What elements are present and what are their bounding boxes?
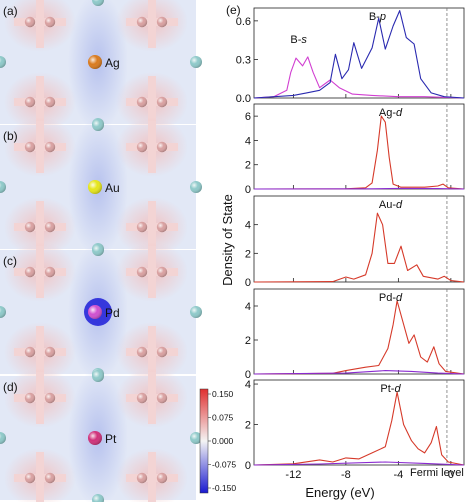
panel-letter: (a) bbox=[3, 4, 18, 18]
y-tick-label: 2 bbox=[245, 248, 251, 260]
label-part: p bbox=[379, 11, 386, 23]
x-tick-label: 0 bbox=[448, 469, 454, 481]
charge-density-maps: Ag (a) Au (b) Pd (c) Pt (d) bbox=[0, 0, 202, 502]
y-tick-label: 0.6 bbox=[236, 16, 251, 28]
map-panel-pd: Pd (c) bbox=[0, 242, 202, 382]
y-tick-label: 4 bbox=[245, 135, 251, 147]
y-tick-label: 0.3 bbox=[236, 54, 251, 66]
y-axis-title: Density of State bbox=[220, 194, 235, 286]
colorbar-tick: -0.075 bbox=[212, 460, 236, 470]
series-line bbox=[253, 391, 465, 466]
label-part: Au- bbox=[379, 199, 396, 211]
dopant-label: Ag bbox=[105, 56, 120, 70]
y-tick-label: 0.0 bbox=[236, 93, 251, 105]
colorbar-tick: 0.075 bbox=[212, 413, 234, 423]
label-part: Pd- bbox=[379, 292, 396, 304]
panel-label: Au-d bbox=[379, 199, 403, 211]
map-panel-ag: Ag (a) bbox=[0, 0, 202, 132]
dopant-label: Pt bbox=[105, 432, 117, 446]
panel-letter: (e) bbox=[226, 3, 241, 17]
label-part: d bbox=[396, 107, 403, 119]
panel-label: Pd-d bbox=[379, 292, 403, 304]
colorbar-gradient bbox=[199, 388, 209, 494]
y-tick-label: 2 bbox=[245, 335, 251, 347]
y-tick-label: 2 bbox=[245, 420, 251, 432]
y-tick-label: 4 bbox=[245, 301, 251, 313]
x-tick-label: -4 bbox=[393, 469, 403, 481]
panel-letter: (c) bbox=[3, 254, 17, 268]
y-tick-label: 0 bbox=[245, 184, 251, 196]
label-part: B- bbox=[290, 34, 301, 46]
dos-panel-5: 0 2 4 Pt-d bbox=[245, 379, 465, 472]
y-tick-label: 0 bbox=[245, 369, 251, 381]
dopant-label: Pd bbox=[105, 306, 120, 320]
series-line bbox=[253, 10, 465, 99]
label-part: d bbox=[394, 383, 401, 395]
panel-label: Ag-d bbox=[379, 107, 403, 119]
colorbar-tick: 0.000 bbox=[212, 436, 234, 446]
y-tick-label: 4 bbox=[245, 379, 251, 391]
x-tick-label: -8 bbox=[341, 469, 351, 481]
map-panel-au: Au (b) bbox=[0, 117, 202, 257]
y-tick-label: 6 bbox=[245, 111, 251, 123]
x-tick-label: -12 bbox=[285, 469, 301, 481]
label-part: Pt- bbox=[380, 383, 394, 395]
series-line bbox=[253, 461, 465, 466]
series-label: B-s bbox=[290, 34, 307, 46]
x-axis-title: Energy (eV) bbox=[305, 485, 374, 500]
colorbar-tick: -0.150 bbox=[212, 483, 236, 493]
dos-panel-1: 0.00.30.6 B-pB-s(e) bbox=[226, 3, 465, 105]
series-line bbox=[253, 56, 465, 99]
dos-panel-3: 0 2 4 Au-d bbox=[245, 195, 465, 289]
y-tick-label: 4 bbox=[245, 220, 251, 232]
panel-label: Pt-d bbox=[380, 383, 401, 395]
colorbar: 0.150 0.075 0.000 -0.075 -0.150 bbox=[199, 388, 236, 494]
dopant-label: Au bbox=[105, 181, 120, 195]
y-tick-label: 0 bbox=[245, 460, 251, 472]
label-part: B- bbox=[369, 11, 380, 23]
series-line bbox=[253, 115, 465, 190]
series-line bbox=[253, 212, 465, 283]
label-part: d bbox=[396, 199, 403, 211]
dos-panel-2: 0 2 4 6 Ag-d bbox=[245, 103, 465, 196]
fermi-label: Fermi level bbox=[410, 467, 464, 479]
dos-panel-4: 0 2 4 Pd-d bbox=[245, 288, 465, 381]
label-part: s bbox=[301, 34, 307, 46]
y-tick-label: 2 bbox=[245, 160, 251, 172]
colorbar-tick: 0.150 bbox=[212, 389, 234, 399]
panel-letter: (d) bbox=[3, 380, 18, 394]
panel-letter: (b) bbox=[3, 129, 18, 143]
label-part: d bbox=[396, 292, 403, 304]
panel-label: B-p bbox=[369, 11, 386, 23]
series-line bbox=[253, 187, 465, 190]
series-line bbox=[253, 370, 465, 375]
series-line bbox=[253, 300, 465, 375]
map-panel-pt: Pt (d) bbox=[0, 368, 202, 502]
label-part: Ag- bbox=[379, 107, 396, 119]
y-tick-label: 0 bbox=[245, 277, 251, 289]
